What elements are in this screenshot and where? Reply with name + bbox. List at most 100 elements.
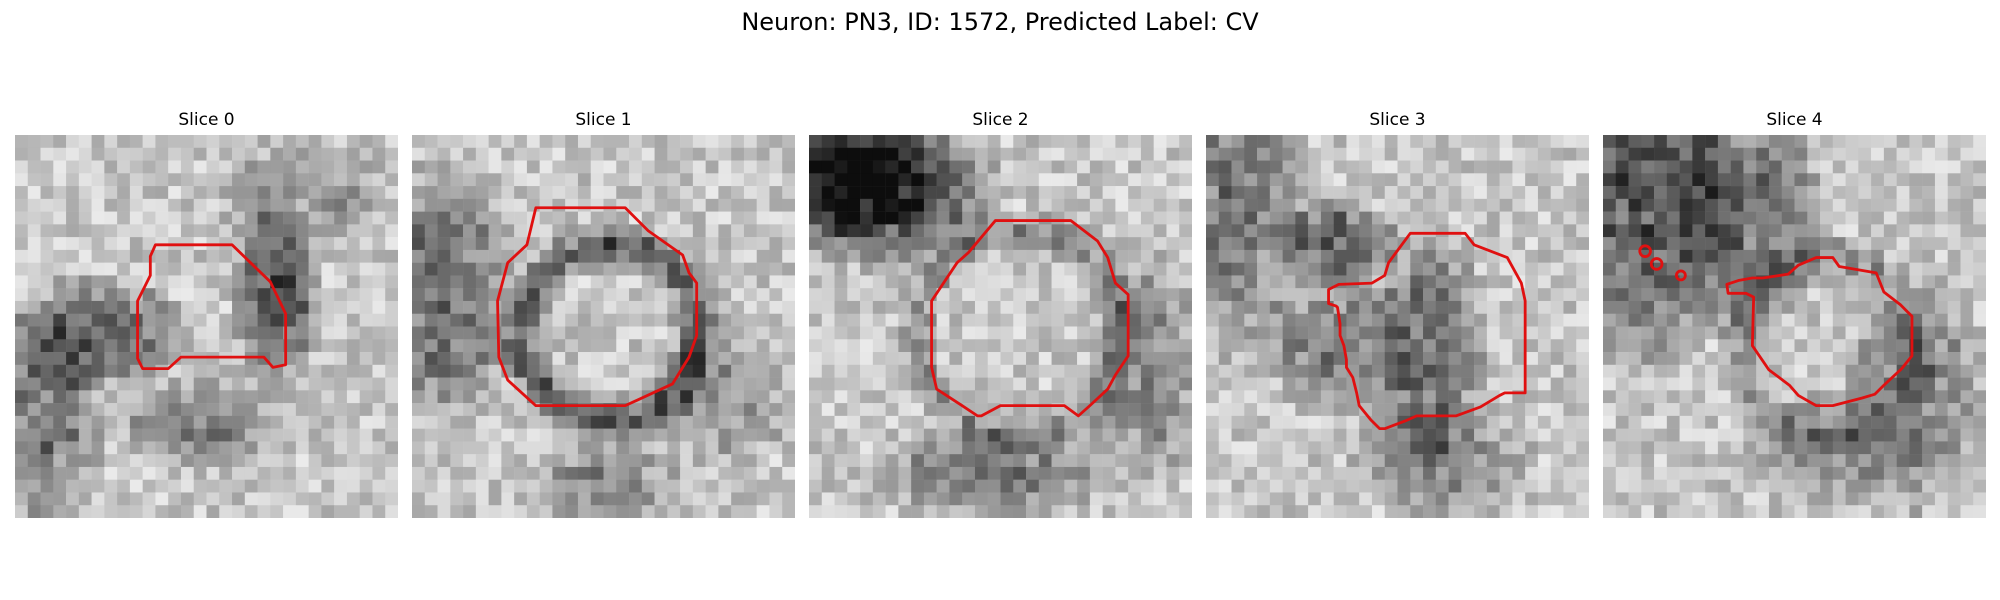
image-pixel [1666, 352, 1680, 366]
image-pixel [257, 403, 271, 417]
image-pixel [1883, 211, 1897, 225]
image-pixel [1269, 352, 1283, 366]
image-pixel [692, 479, 706, 493]
image-pixel [1563, 135, 1577, 149]
image-pixel [641, 505, 655, 518]
image-pixel [1896, 454, 1910, 468]
image-pixel [1512, 415, 1526, 429]
image-pixel [1756, 326, 1770, 340]
image-pixel [1883, 275, 1897, 289]
image-pixel [1128, 415, 1142, 429]
image-pixel [1423, 479, 1437, 493]
image-pixel [1896, 237, 1910, 251]
image-pixel [295, 466, 309, 480]
image-pixel [1615, 454, 1629, 468]
image-pixel [809, 377, 823, 391]
image-pixel [1603, 352, 1617, 366]
image-pixel [577, 224, 591, 238]
image-pixel [847, 198, 861, 212]
image-pixel [283, 441, 297, 455]
image-pixel [552, 288, 566, 302]
image-pixel [206, 364, 220, 378]
image-pixel [1922, 326, 1936, 340]
image-pixel [1435, 364, 1449, 378]
image-pixel [1615, 390, 1629, 404]
image-pixel [590, 352, 604, 366]
image-pixel [782, 403, 795, 417]
image-pixel [1781, 186, 1795, 200]
image-pixel [1038, 300, 1052, 314]
image-pixel [475, 377, 489, 391]
image-pixel [1269, 364, 1283, 378]
image-pixel [923, 147, 937, 161]
image-pixel [1269, 415, 1283, 429]
figure-title: Neuron: PN3, ID: 1572, Predicted Label: … [741, 8, 1259, 36]
image-pixel [834, 211, 848, 225]
image-pixel [372, 249, 386, 263]
image-pixel [475, 390, 489, 404]
image-pixel [911, 390, 925, 404]
image-pixel [78, 364, 92, 378]
image-pixel [295, 492, 309, 506]
image-pixel [1486, 352, 1500, 366]
image-pixel [1871, 454, 1885, 468]
image-pixel [1013, 160, 1027, 174]
image-pixel [1128, 339, 1142, 353]
image-pixel [1756, 403, 1770, 417]
image-pixel [308, 415, 322, 429]
image-pixel [1308, 147, 1322, 161]
image-pixel [809, 173, 823, 187]
image-pixel [1269, 390, 1283, 404]
image-pixel [1461, 441, 1475, 455]
image-pixel [936, 135, 950, 149]
image-pixel [552, 249, 566, 263]
image-pixel [641, 466, 655, 480]
image-pixel [1244, 186, 1258, 200]
image-pixel [270, 173, 284, 187]
image-pixel [629, 147, 643, 161]
image-pixel [1666, 364, 1680, 378]
image-pixel [860, 186, 874, 200]
image-pixel [1384, 160, 1398, 174]
image-pixel [769, 198, 783, 212]
image-pixel [1051, 135, 1065, 149]
image-pixel [424, 339, 438, 353]
image-pixel [104, 441, 118, 455]
image-pixel [1359, 441, 1373, 455]
image-pixel [1934, 428, 1948, 442]
image-pixel [1423, 454, 1437, 468]
image-pixel [437, 262, 451, 276]
image-pixel [705, 339, 719, 353]
image-pixel [27, 237, 41, 251]
image-pixel [359, 326, 373, 340]
image-pixel [1448, 403, 1462, 417]
image-pixel [450, 352, 464, 366]
image-pixel [283, 466, 297, 480]
image-pixel [1384, 173, 1398, 187]
image-pixel [1896, 505, 1910, 518]
image-pixel [283, 415, 297, 429]
image-pixel [860, 147, 874, 161]
image-pixel [565, 135, 579, 149]
image-pixel [1832, 147, 1846, 161]
image-pixel [1563, 441, 1577, 455]
image-pixel [295, 198, 309, 212]
image-pixel [437, 352, 451, 366]
image-pixel [437, 147, 451, 161]
image-pixel [1397, 441, 1411, 455]
image-pixel [1883, 186, 1897, 200]
image-pixel [1896, 364, 1910, 378]
image-pixel [1563, 275, 1577, 289]
image-pixel [1435, 211, 1449, 225]
image-pixel [168, 505, 182, 518]
image-pixel [898, 364, 912, 378]
image-pixel [603, 428, 617, 442]
image-pixel [117, 428, 131, 442]
image-pixel [565, 224, 579, 238]
image-pixel [616, 415, 630, 429]
image-pixel [1537, 198, 1551, 212]
image-pixel [463, 224, 477, 238]
image-pixel [1947, 186, 1961, 200]
image-pixel [308, 300, 322, 314]
image-pixel [1794, 147, 1808, 161]
